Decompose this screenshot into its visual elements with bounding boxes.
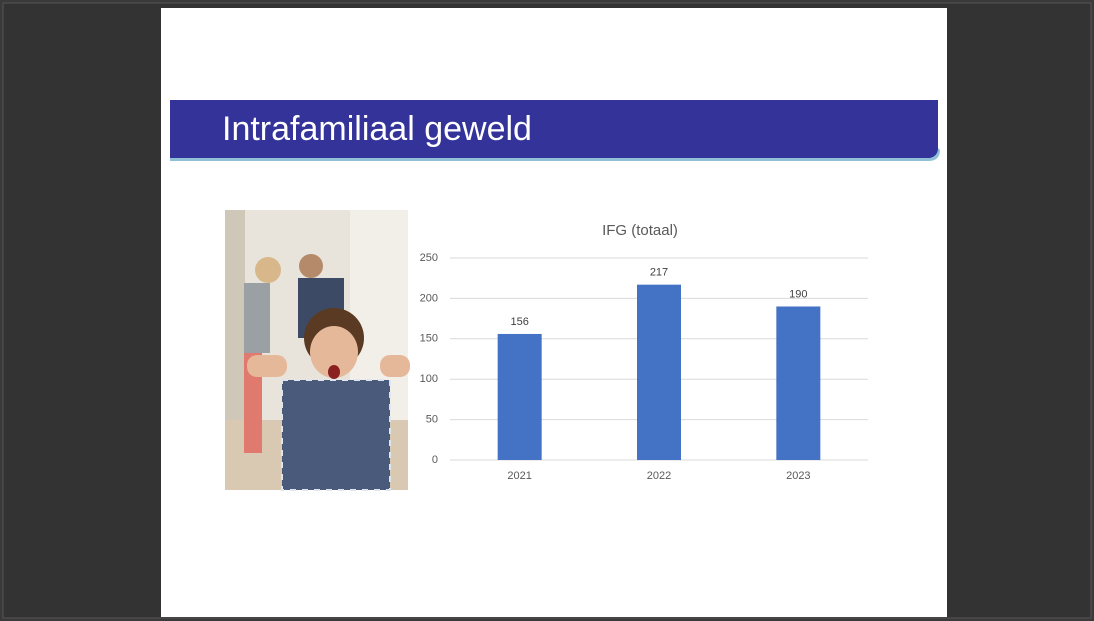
data-label: 190 [789,288,807,300]
screen: Intrafamiliaal geweld IFG (totaal) 0 50 10… [0,0,1094,621]
y-tick-label: 150 [420,333,438,345]
x-tick-label: 2022 [647,470,671,482]
data-label: 217 [650,267,668,279]
y-tick-label: 50 [426,414,438,426]
y-tick-label: 250 [420,252,438,264]
y-tick-label: 100 [420,373,438,385]
slide-title: Intrafamiliaal geweld [222,110,532,148]
bar [498,334,542,460]
x-tick-label: 2021 [507,470,531,482]
x-tick-label: 2023 [786,470,810,482]
chart-title: IFG (totaal) [602,222,678,239]
data-label: 156 [510,316,528,328]
photo [225,210,410,490]
y-tick-label: 200 [420,292,438,304]
bar [637,285,681,460]
bar [776,306,820,460]
y-tick-label: 0 [432,454,438,466]
